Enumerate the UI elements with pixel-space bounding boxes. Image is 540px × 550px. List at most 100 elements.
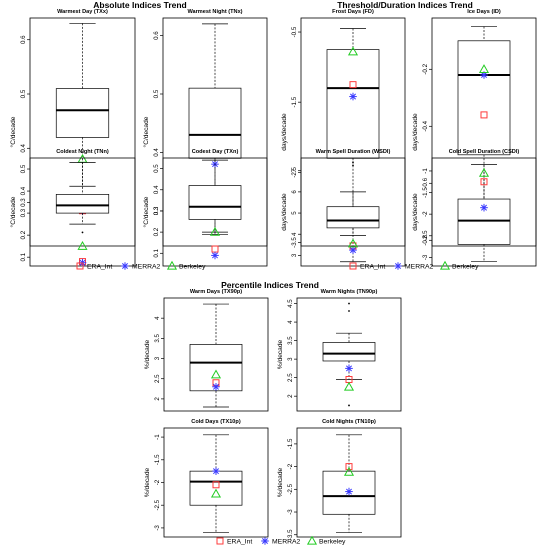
y-axis-label: °C/decade: [142, 196, 150, 227]
panel-frost-days-fd: Frost Days (FD)-0.5-1.5-2.5-3.5days/deca…: [281, 9, 406, 248]
y-tick-label: 4: [154, 316, 161, 320]
y-axis-label: %/decade: [144, 468, 151, 498]
y-axis-label: %/decade: [144, 340, 151, 370]
y-tick-label: 2.5: [154, 374, 161, 383]
y-tick-label: 0.4: [20, 186, 27, 195]
outlier-point: [352, 161, 354, 164]
y-tick-label: 0.6: [153, 31, 160, 40]
marker-merra2: [212, 467, 220, 475]
marker-berkeley: [210, 369, 222, 379]
y-axis-label: °C/decade: [142, 116, 150, 147]
marker-merra2: [345, 364, 353, 373]
marker-era-int: [212, 481, 220, 489]
legend-square-icon: [349, 262, 357, 270]
y-tick-label: 4: [291, 232, 298, 236]
y-tick-label: 5: [291, 211, 298, 215]
y-tick-label: -0.4: [422, 120, 429, 131]
marker-berkeley: [77, 240, 88, 250]
outlier-point: [352, 164, 354, 167]
legend-triangle-icon: [439, 260, 451, 270]
y-tick-label: -3: [287, 509, 294, 515]
y-tick-label: 0.3: [153, 206, 160, 215]
y-axis-label: %/decade: [277, 468, 284, 498]
panel-cold-spell-duration-csdi: Cold Spell Duration (CSDI) -1 -1.5 -2 -2.5 -3…: [412, 149, 537, 267]
box-iqr: [457, 40, 511, 156]
y-tick-label: -1: [154, 434, 161, 440]
y-tick-label: -1.5: [422, 187, 429, 198]
y-tick-label: 0.1: [153, 248, 160, 257]
marker-era-int: [480, 111, 488, 119]
y-axis-label: days/decade: [281, 193, 288, 231]
y-tick-label: 0.3: [153, 206, 160, 215]
marker-berkeley: [209, 226, 221, 236]
y-tick-label: 6: [291, 190, 298, 194]
y-tick-label: -0.6: [422, 177, 429, 188]
y-tick-label: 7: [291, 168, 298, 172]
marker-merra2: [480, 71, 488, 79]
y-tick-label: 0.4: [153, 148, 160, 157]
marker-merra2: [349, 92, 357, 101]
y-axis-label: days/decade: [281, 113, 288, 151]
marker-berkeley: [343, 381, 355, 391]
y-tick-label: -1: [422, 168, 429, 174]
marker-berkeley: [347, 238, 359, 248]
y-tick-label: 3.5: [287, 336, 294, 345]
legend-triangle-icon: [166, 260, 178, 270]
y-axis-label: days/decade: [412, 193, 419, 231]
y-tick-label: -2: [422, 211, 429, 217]
legend-label-era-int: ERA_Int: [87, 264, 112, 271]
panel-coldest-night-tnn: Coldest Night (TNn) 0.1 0.2 0.3 0.4 0.5 °C/dec…: [9, 149, 136, 267]
y-tick-label: 3: [154, 356, 161, 360]
box-iqr: [322, 342, 376, 362]
y-tick-label: 0.5: [153, 164, 160, 173]
marker-era-int: [349, 81, 357, 89]
marker-berkeley: [210, 488, 222, 498]
y-tick-label: 0.5: [20, 89, 27, 98]
panel-cold-nights-tn10p: Cold Nights (TN10p) -1.5 -2 -2.5 -3 -3.5 %/dec…: [277, 419, 402, 540]
box-iqr: [188, 87, 242, 159]
legend-label-merra2: MERRA2: [405, 264, 434, 271]
panel-title: Warmest Night (TNx): [187, 9, 242, 15]
y-tick-label: -1.5: [154, 454, 161, 465]
box-iqr: [55, 194, 110, 214]
legends: ERA_Int MERRA2 Berkeley ERA_Int MERRA2 Berkel…: [76, 260, 479, 546]
marker-merra2: [349, 246, 357, 254]
marker-berkeley: [478, 167, 490, 177]
section-title-absolute: Absolute Indices Trend: [93, 0, 187, 10]
y-tick-label: -2.5: [287, 483, 294, 494]
y-tick-label: 2: [287, 394, 294, 398]
y-tick-label: 0.1: [20, 252, 27, 261]
box-iqr: [188, 185, 242, 220]
y-axis-label: %/decade: [277, 340, 284, 370]
legend-label-era-int: ERA_Int: [360, 264, 385, 271]
y-tick-label: 0.2: [153, 227, 160, 236]
y-tick-label: -2.5: [291, 166, 298, 177]
legend-square-icon: [76, 262, 84, 270]
y-axis-label: °C/decade: [9, 196, 17, 227]
y-tick-label: -1.5: [291, 96, 298, 107]
panel-title: Cold Nights (TN10p): [322, 419, 376, 425]
y-tick-label: -0.5: [291, 26, 298, 37]
legend-label-berkeley: Berkeley: [179, 264, 206, 271]
marker-era-int: [211, 245, 219, 253]
panel-warm-days-tx90p: Warm Days (TX90p) 2 2.5 3 3.5 4 %/decade: [144, 289, 269, 412]
legend-asterisk-icon: [394, 262, 402, 270]
panel-warm-nights-tn90p: Warm Nights (TN90p) 2 2.5 3 3.5 4 4.5 %/decade: [277, 289, 402, 412]
panel-title: Warm Spell Duration (WSDI): [316, 149, 391, 155]
legend-asterisk-icon: [121, 262, 129, 270]
y-tick-label: 0.3: [20, 208, 27, 217]
box-iqr: [326, 49, 380, 159]
legend-2: ERA_Int MERRA2 Berkeley: [349, 260, 479, 271]
panel-title: Warm Nights (TN90p): [321, 289, 378, 295]
marker-merra2: [480, 203, 488, 212]
y-tick-label: 2: [154, 397, 161, 401]
panel-title: Warm Days (TX90p): [190, 289, 242, 295]
marker-berkeley: [478, 64, 490, 73]
y-tick-label: 3: [291, 253, 298, 257]
legend-triangle-icon: [306, 535, 318, 545]
marker-era-int: [345, 463, 353, 471]
outlier-point: [348, 404, 350, 407]
y-tick-label: 0.4: [153, 185, 160, 194]
y-tick-label: -2: [287, 463, 294, 469]
